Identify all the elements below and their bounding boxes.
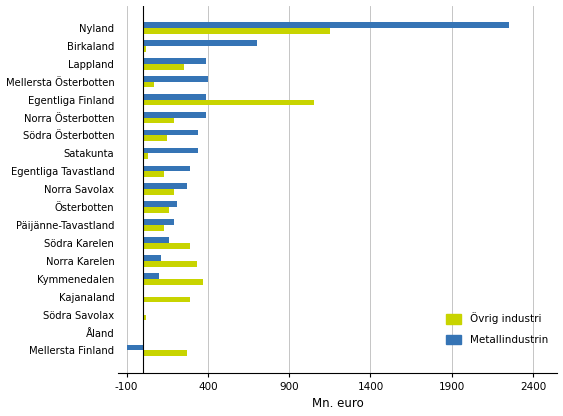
Bar [127,345,143,350]
Bar [143,82,154,87]
Bar [143,255,161,261]
Bar [143,76,208,82]
Bar [143,189,174,195]
Bar [143,148,198,154]
Bar [143,40,257,46]
Bar [143,112,206,118]
Bar [143,94,206,100]
Bar [143,166,190,171]
Bar [143,243,190,249]
Bar [143,350,187,356]
Bar [143,237,169,243]
Bar [143,136,167,141]
Bar [143,273,159,279]
Bar [143,309,145,314]
Bar [143,219,174,225]
Bar [143,279,203,285]
Bar [143,118,174,123]
Bar [143,297,190,302]
Bar [143,154,148,159]
Bar [143,314,146,320]
Bar [143,332,145,338]
Bar [143,225,164,231]
Bar [143,100,314,105]
Bar [143,28,330,34]
Bar [143,261,196,267]
Bar [143,207,169,213]
Bar [143,130,198,136]
Bar [143,64,184,69]
Bar [143,171,164,177]
Bar [143,58,206,64]
X-axis label: Mn. euro: Mn. euro [312,397,364,411]
Bar [143,183,187,189]
Bar [143,201,177,207]
Bar [143,46,146,52]
Bar [143,327,145,332]
Legend: Övrig industri, Metallindustrin: Övrig industri, Metallindustrin [442,308,552,349]
Bar [143,22,508,28]
